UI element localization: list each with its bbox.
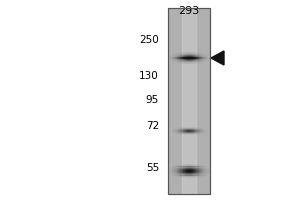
- Text: 95: 95: [146, 95, 159, 105]
- Text: 55: 55: [146, 163, 159, 173]
- Polygon shape: [211, 51, 224, 65]
- Text: 130: 130: [139, 71, 159, 81]
- Bar: [168, 8, 210, 194]
- Bar: [168, 8, 210, 194]
- Text: 293: 293: [178, 6, 200, 16]
- Text: 250: 250: [139, 35, 159, 45]
- Text: 72: 72: [146, 121, 159, 131]
